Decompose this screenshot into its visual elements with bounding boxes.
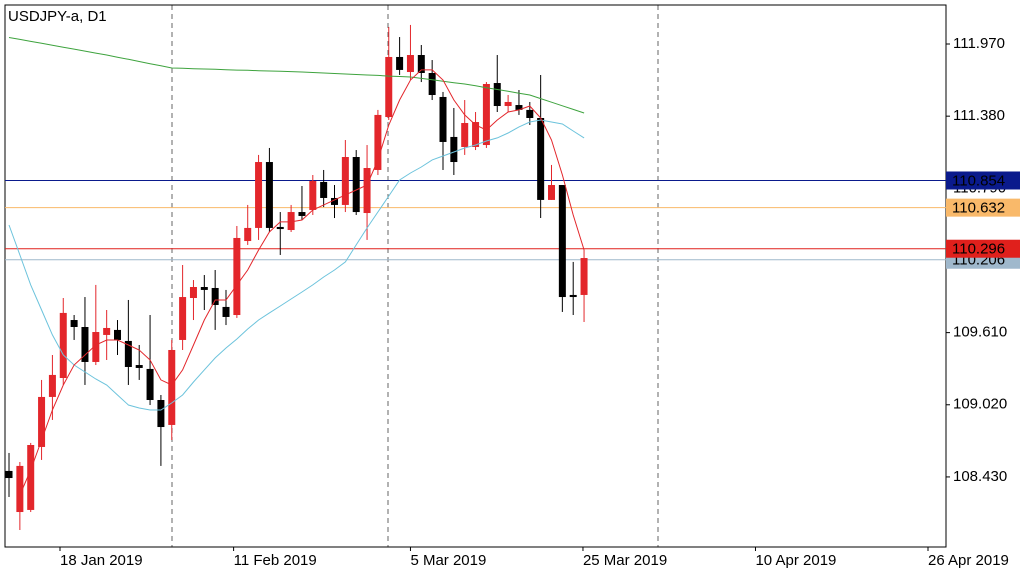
candle-body [385,56,393,118]
x-tick-label: 11 Feb 2019 [234,552,317,569]
candle-body [569,294,577,298]
candle-body [179,297,187,340]
x-tick-label: 18 Jan 2019 [60,552,143,569]
candle-body [114,329,122,340]
level-label-box [946,239,1020,258]
candle-body [352,157,360,213]
candle-body [406,55,414,73]
y-tick-label: 111.970 [953,35,1005,52]
candle-body [16,465,24,513]
level-label: 110.296 [952,241,1005,258]
candle-body [309,180,317,210]
x-tick-label: 26 Apr 2019 [928,552,1009,569]
candle-body [558,185,566,298]
y-tick-label: 109.020 [953,396,1007,413]
candle-body [5,470,13,479]
y-tick-label: 111.380 [953,107,1005,124]
candle-body [493,83,501,107]
candle-body [374,114,382,170]
candle-body [59,312,67,378]
level-label: 110.632 [952,200,1005,217]
candle-body [38,396,46,447]
indicator-line [8,37,585,114]
candle-body [341,157,349,205]
candle-body [331,197,339,205]
candle-body [439,96,447,142]
level-label-box [946,171,1020,190]
y-tick-label: 108.430 [953,468,1007,485]
candle-body [276,226,284,230]
plot-frame [4,4,947,548]
candle-body [233,237,241,316]
indicator-line [8,119,585,411]
candle-body [157,400,165,428]
candle-body [200,287,208,290]
candle-body [103,327,111,335]
candle-body [244,227,252,242]
candle-body [27,445,35,510]
candle-body [504,101,512,107]
candle-body [428,72,436,96]
candle-body [450,136,458,163]
candle-body [515,105,523,110]
candle-body [526,109,534,118]
candle-body [396,56,404,70]
candle-body [287,212,295,231]
plot-area [5,24,946,531]
candle-body [81,326,89,362]
candle-body [70,320,78,327]
candle-body [92,332,100,362]
candle-body [48,374,56,397]
candle-body [146,368,154,401]
x-tick-label: 10 Apr 2019 [755,552,836,569]
candle-body [417,55,425,73]
candle-body [124,340,132,367]
chart-title: USDJPY-a, D1 [8,8,107,25]
candle-body [461,123,469,147]
level-label: 110.854 [952,172,1005,189]
candle-body [472,122,480,147]
candle-body [265,162,273,228]
level-label-box [946,198,1020,217]
x-tick-label: 5 Mar 2019 [410,552,486,569]
candle-body [222,306,230,317]
candle-body [255,162,263,228]
candle-body [548,185,556,200]
candle-body [189,287,197,299]
candle-body [537,117,545,200]
candle-body [320,181,328,198]
y-tick-label: 109.610 [953,324,1007,341]
candle-body [482,84,490,146]
candle-body [211,287,219,305]
candle-body [363,168,371,214]
candle-body [135,365,143,368]
candle-body [168,349,176,425]
x-tick-label: 25 Mar 2019 [583,552,667,569]
candle-body [298,212,306,216]
indicator-line [19,69,585,496]
candle-body [580,258,588,295]
